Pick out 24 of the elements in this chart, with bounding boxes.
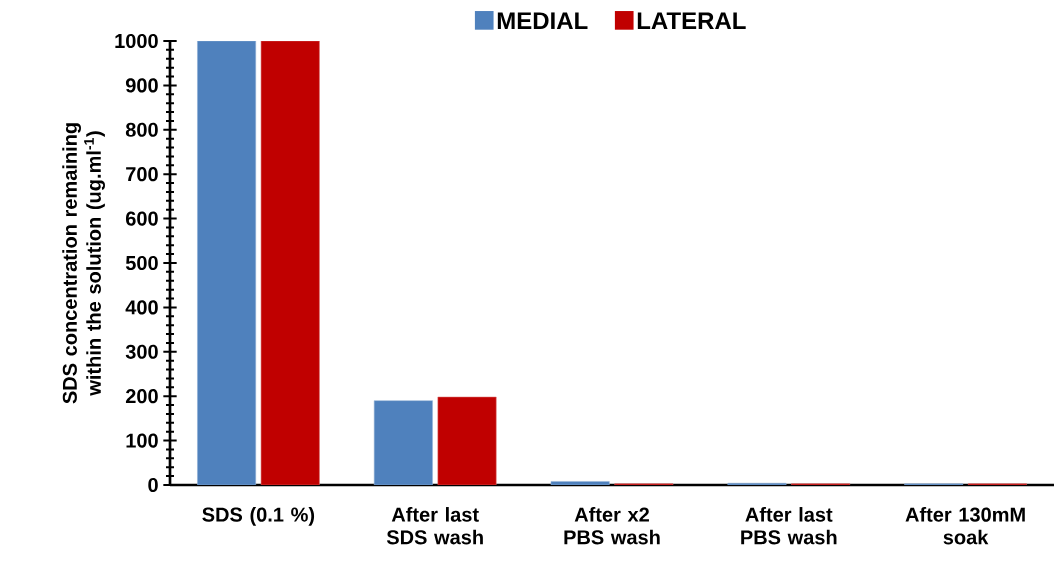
y-tick-label: 600 (125, 211, 158, 226)
y-tick-label: 200 (125, 389, 158, 404)
x-tick-label: After 130mM soak (905, 507, 1025, 545)
bar (373, 400, 433, 485)
y-tick-label: 500 (125, 255, 158, 271)
y-tick-label: 800 (125, 122, 158, 137)
bar (197, 41, 257, 485)
x-tick-label: After x2 PBS wash (564, 507, 660, 545)
y-tick-label: 1000 (115, 33, 158, 49)
x-tick-label: After last PBS wash (741, 507, 837, 545)
x-tick-label: SDS (0.1 %) (202, 507, 315, 526)
legend-label: LATERAL (637, 12, 746, 29)
y-tick-label: 400 (125, 300, 158, 315)
x-tick-label: After last SDS wash (386, 507, 483, 545)
y-axis-title: SDS concentration remaining within the solution (ug.ml$^{-1}$) (62, 123, 105, 404)
bar (550, 481, 610, 485)
y-tick-label: 300 (125, 344, 158, 359)
bar (260, 41, 320, 485)
legend-label: MEDIAL (497, 12, 588, 29)
y-tick-label: 900 (125, 78, 158, 93)
y-tick-label: 100 (126, 433, 158, 448)
y-tick-label: 0 (148, 477, 158, 493)
bar (437, 396, 497, 485)
y-tick-label: 700 (126, 167, 158, 182)
